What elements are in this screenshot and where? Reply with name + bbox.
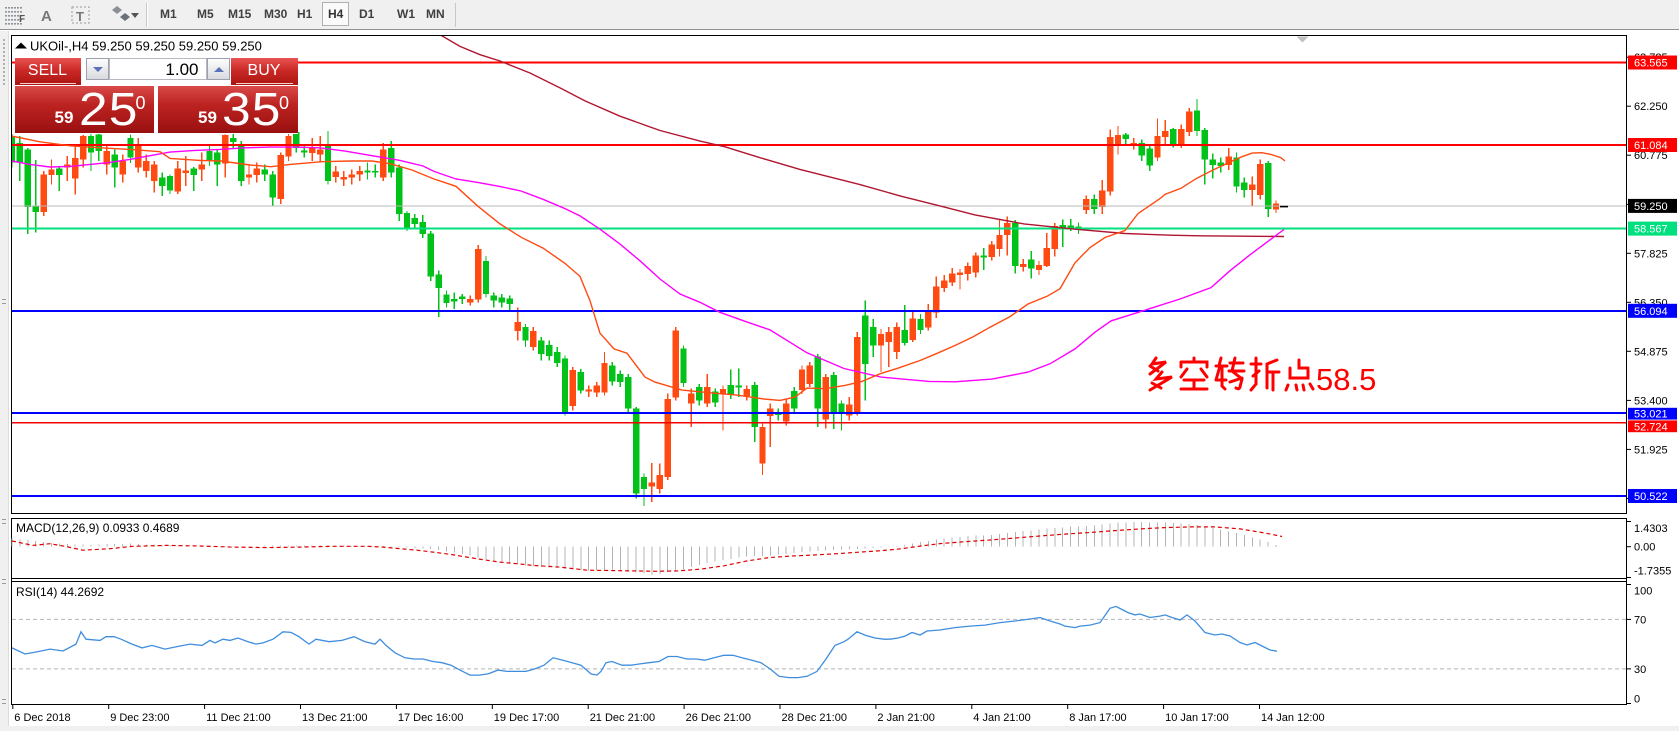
svg-text:30: 30	[1634, 664, 1646, 676]
svg-text:53.021: 53.021	[1634, 409, 1668, 421]
svg-text:52.724: 52.724	[1634, 421, 1668, 433]
svg-text:6 Dec 2018: 6 Dec 2018	[14, 712, 70, 724]
svg-text:28 Dec 21:00: 28 Dec 21:00	[782, 712, 847, 724]
svg-text:10 Jan 17:00: 10 Jan 17:00	[1165, 712, 1229, 724]
svg-text:56.094: 56.094	[1634, 306, 1668, 318]
svg-text:9 Dec 23:00: 9 Dec 23:00	[110, 712, 169, 724]
svg-text:2 Jan 21:00: 2 Jan 21:00	[877, 712, 935, 724]
svg-text:21 Dec 21:00: 21 Dec 21:00	[590, 712, 655, 724]
svg-text:-1.7355: -1.7355	[1634, 566, 1671, 578]
svg-text:51.925: 51.925	[1634, 444, 1668, 456]
svg-text:13 Dec 21:00: 13 Dec 21:00	[302, 712, 367, 724]
svg-text:58.567: 58.567	[1634, 224, 1668, 236]
svg-text:62.250: 62.250	[1634, 101, 1668, 113]
svg-text:100: 100	[1634, 586, 1652, 598]
svg-text:50.522: 50.522	[1634, 491, 1668, 503]
svg-text:14 Jan 12:00: 14 Jan 12:00	[1261, 712, 1325, 724]
svg-text:4 Jan 21:00: 4 Jan 21:00	[973, 712, 1031, 724]
svg-text:70: 70	[1634, 614, 1646, 626]
svg-text:54.875: 54.875	[1634, 346, 1668, 358]
svg-text:1.4303: 1.4303	[1634, 523, 1668, 535]
svg-text:59.250 59.250 59.250 59.250: 59.250 59.250 59.250 59.250	[92, 39, 262, 54]
svg-text:58.5: 58.5	[1316, 362, 1376, 397]
svg-text:T: T	[76, 9, 84, 24]
svg-text:0.00: 0.00	[1634, 542, 1655, 554]
svg-text:59.250: 59.250	[1634, 201, 1668, 213]
svg-text:RSI(14) 44.2692: RSI(14) 44.2692	[16, 585, 104, 599]
svg-text:11 Dec 21:00: 11 Dec 21:00	[206, 712, 271, 724]
svg-text:26 Dec 21:00: 26 Dec 21:00	[686, 712, 751, 724]
svg-text:UKOil-,H4: UKOil-,H4	[30, 39, 89, 54]
svg-text:17 Dec 16:00: 17 Dec 16:00	[398, 712, 463, 724]
svg-text:57.825: 57.825	[1634, 248, 1668, 260]
svg-text:0: 0	[1634, 693, 1640, 705]
svg-text:19 Dec 17:00: 19 Dec 17:00	[494, 712, 559, 724]
svg-text:61.084: 61.084	[1634, 140, 1668, 152]
svg-text:63.565: 63.565	[1634, 58, 1668, 70]
svg-text:A: A	[41, 8, 52, 25]
svg-text:MACD(12,26,9) 0.0933 0.4689: MACD(12,26,9) 0.0933 0.4689	[16, 521, 180, 535]
svg-text:60.775: 60.775	[1634, 150, 1668, 162]
svg-text:53.400: 53.400	[1634, 395, 1668, 407]
svg-text:F: F	[19, 14, 25, 25]
svg-text:8 Jan 17:00: 8 Jan 17:00	[1069, 712, 1127, 724]
